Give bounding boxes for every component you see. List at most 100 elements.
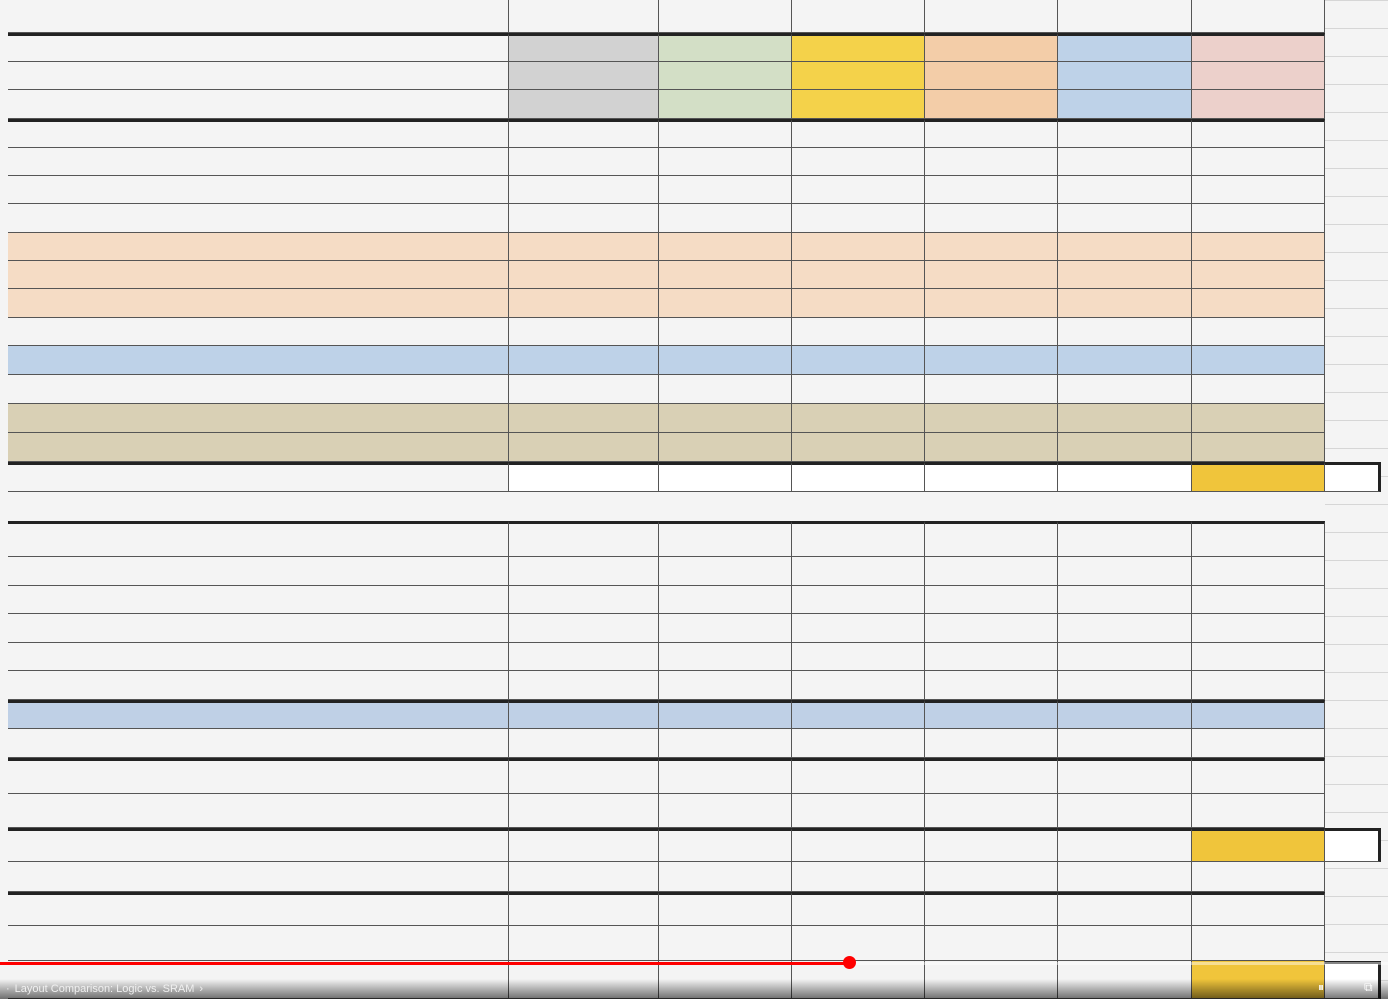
part1-value-cell[interactable] — [1058, 204, 1192, 233]
part2-value-cell[interactable] — [792, 643, 925, 671]
part2-value-cell[interactable] — [1058, 586, 1192, 614]
part2-value-cell[interactable] — [1058, 758, 1192, 794]
part2-value-cell[interactable] — [509, 828, 659, 862]
part1-value-cell[interactable] — [925, 204, 1058, 233]
part2-row-label[interactable] — [8, 671, 509, 700]
part1-value-cell[interactable] — [509, 318, 659, 346]
part2-value-cell[interactable] — [509, 586, 659, 614]
part2-value-cell[interactable] — [792, 614, 925, 643]
part1-value-cell[interactable] — [1058, 375, 1192, 404]
part1-value-cell[interactable] — [1058, 62, 1192, 90]
part2-row-label[interactable] — [8, 614, 509, 643]
part2-value-cell[interactable] — [925, 926, 1058, 961]
part2-value-cell[interactable] — [509, 700, 659, 729]
part1-value-cell[interactable] — [659, 289, 792, 318]
part1-value-cell[interactable] — [792, 433, 925, 462]
part1-title[interactable] — [8, 0, 509, 33]
part1-value-cell[interactable] — [925, 33, 1058, 62]
part1-value-cell[interactable] — [509, 148, 659, 176]
part1-value-cell[interactable] — [792, 289, 925, 318]
part1-year-header[interactable] — [792, 0, 925, 33]
part1-value-cell[interactable] — [1058, 346, 1192, 375]
part1-value-cell[interactable] — [659, 62, 792, 90]
part1-value-cell[interactable] — [659, 404, 792, 433]
part1-value-cell[interactable] — [792, 148, 925, 176]
part1-row-label[interactable] — [8, 90, 509, 119]
part1-value-cell[interactable] — [509, 261, 659, 289]
part2-value-cell[interactable] — [1058, 643, 1192, 671]
part1-row-label[interactable] — [8, 404, 509, 433]
part1-value-cell[interactable] — [509, 346, 659, 375]
part2-value-cell[interactable] — [509, 643, 659, 671]
part2-year-header[interactable] — [509, 521, 659, 557]
part1-row-label[interactable] — [8, 375, 509, 404]
part2-row-label[interactable] — [8, 794, 509, 828]
part2-value-cell[interactable] — [509, 794, 659, 828]
part1-value-cell[interactable] — [792, 318, 925, 346]
part1-value-cell[interactable] — [659, 33, 792, 62]
part2-value-cell[interactable] — [509, 729, 659, 758]
part1-value-cell[interactable] — [509, 404, 659, 433]
part2-row-label[interactable] — [8, 862, 509, 892]
part2-value-cell[interactable] — [659, 614, 792, 643]
part2-value-cell[interactable] — [792, 586, 925, 614]
part2-value-cell[interactable] — [659, 794, 792, 828]
part1-value-cell[interactable] — [792, 119, 925, 148]
part1-row-label[interactable] — [8, 62, 509, 90]
part2-value-cell[interactable] — [925, 700, 1058, 729]
part1-value-cell[interactable] — [792, 404, 925, 433]
part1-value-cell[interactable] — [925, 375, 1058, 404]
part2-value-cell[interactable] — [509, 892, 659, 926]
part2-year-header[interactable] — [792, 521, 925, 557]
part1-value-cell[interactable] — [792, 346, 925, 375]
part2-value-cell[interactable] — [1058, 557, 1192, 586]
part1-value-cell[interactable] — [1192, 318, 1325, 346]
part1-value-cell[interactable] — [925, 462, 1058, 492]
part1-value-cell[interactable] — [925, 346, 1058, 375]
part2-value-cell[interactable] — [925, 892, 1058, 926]
part2-value-cell[interactable] — [659, 828, 792, 862]
part1-value-cell[interactable] — [659, 261, 792, 289]
part2-value-cell[interactable] — [1192, 794, 1325, 828]
part1-value-cell[interactable] — [1058, 119, 1192, 148]
part1-value-cell[interactable] — [1192, 346, 1325, 375]
part1-row-label[interactable] — [8, 233, 509, 261]
part1-value-cell[interactable] — [1192, 90, 1325, 119]
part1-value-cell[interactable] — [1192, 119, 1325, 148]
part1-value-cell[interactable] — [1192, 204, 1325, 233]
part1-row-label[interactable] — [8, 119, 509, 148]
part2-value-cell[interactable] — [792, 892, 925, 926]
part2-value-cell[interactable] — [659, 926, 792, 961]
part1-value-cell[interactable] — [509, 62, 659, 90]
part2-value-cell[interactable] — [509, 862, 659, 892]
part1-value-cell[interactable] — [792, 375, 925, 404]
part2-value-cell[interactable] — [1058, 794, 1192, 828]
part2-value-cell[interactable] — [1192, 828, 1325, 862]
part1-value-cell[interactable] — [925, 148, 1058, 176]
part1-value-cell[interactable] — [925, 404, 1058, 433]
part2-row-label[interactable] — [8, 700, 509, 729]
part2-value-cell[interactable] — [509, 671, 659, 700]
part1-value-cell[interactable] — [1192, 462, 1325, 492]
part2-value-cell[interactable] — [925, 862, 1058, 892]
part2-value-cell[interactable] — [659, 758, 792, 794]
part1-value-cell[interactable] — [509, 375, 659, 404]
part1-row-label[interactable] — [8, 176, 509, 204]
part1-year-header[interactable] — [1058, 0, 1192, 33]
part1-value-cell[interactable] — [659, 462, 792, 492]
part1-value-cell[interactable] — [659, 90, 792, 119]
progress-scrubber[interactable] — [843, 956, 857, 969]
part2-row-label[interactable] — [8, 729, 509, 758]
part1-value-cell[interactable] — [659, 119, 792, 148]
part1-value-cell[interactable] — [925, 233, 1058, 261]
part2-value-cell[interactable] — [1058, 700, 1192, 729]
part2-value-cell[interactable] — [792, 758, 925, 794]
part1-value-cell[interactable] — [509, 176, 659, 204]
part1-row-label[interactable] — [8, 462, 509, 492]
part1-value-cell[interactable] — [1192, 33, 1325, 62]
part1-value-cell[interactable] — [509, 204, 659, 233]
part1-value-cell[interactable] — [925, 176, 1058, 204]
part1-value-cell[interactable] — [1058, 233, 1192, 261]
part2-value-cell[interactable] — [925, 828, 1058, 862]
part2-value-cell[interactable] — [925, 586, 1058, 614]
